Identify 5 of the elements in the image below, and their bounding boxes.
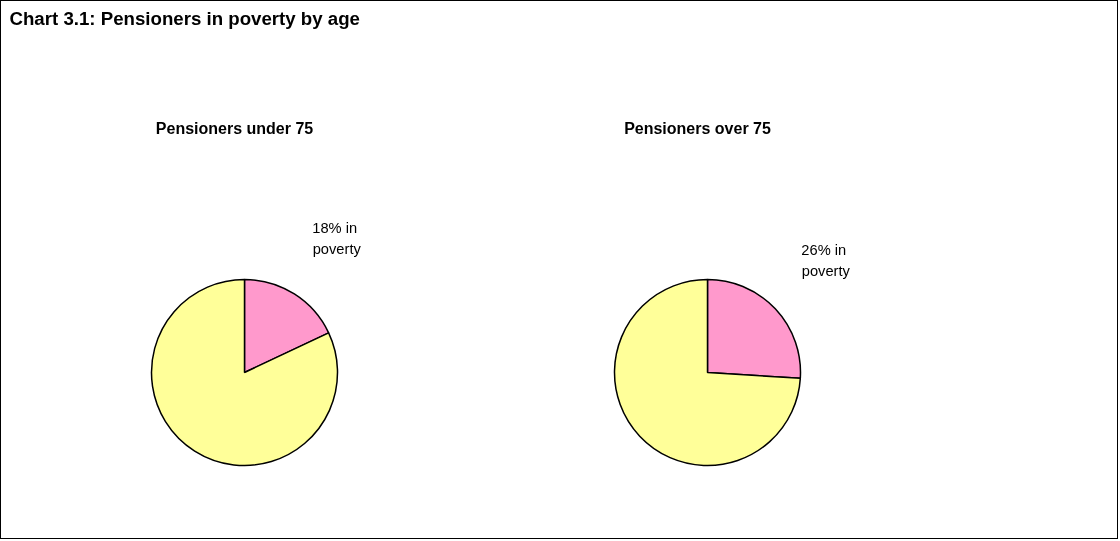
- text: Chart 3.1: Pensioners in poverty by age: [9, 7, 360, 29]
- data-label: 18% in poverty: [312, 220, 362, 258]
- data-label: 26% in poverty: [801, 241, 851, 279]
- chart-title: Pensioners over 75: [624, 120, 771, 137]
- chart-title: Pensioners under 75: [155, 120, 314, 137]
